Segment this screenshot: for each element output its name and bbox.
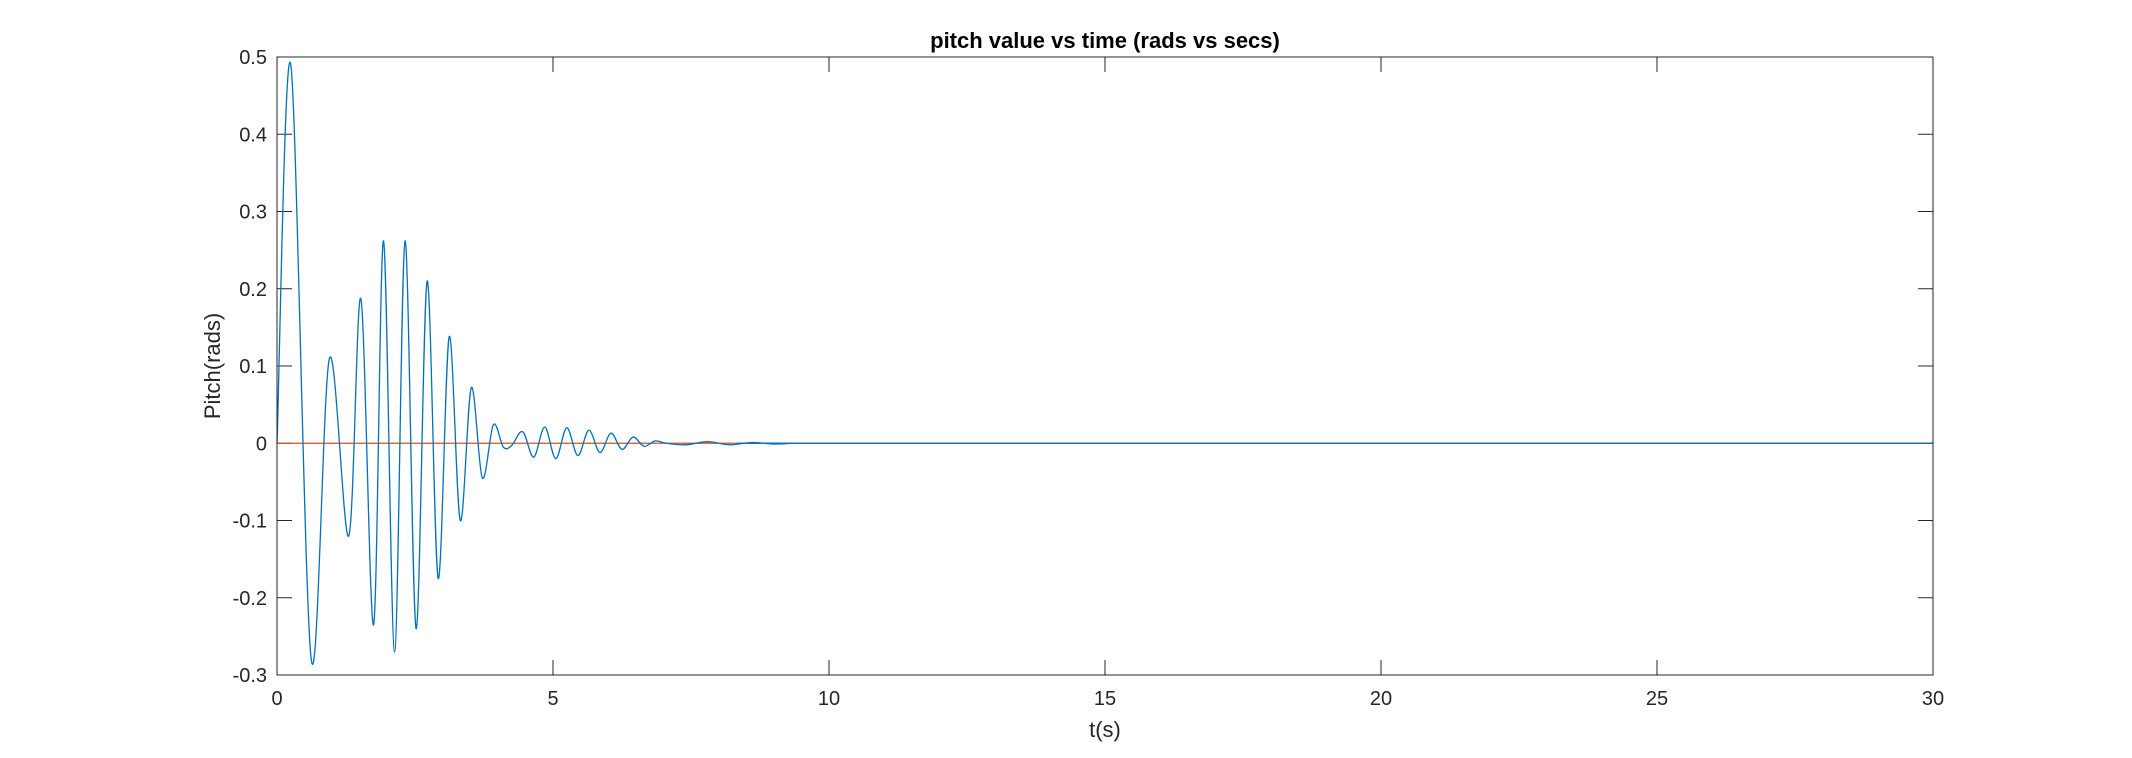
axes-box (276, 56, 1934, 676)
y-tick-label: -0.1 (233, 511, 267, 533)
series-layer (276, 61, 1933, 665)
y-tick-label: 0 (256, 433, 267, 455)
x-tick-label: 30 (1922, 688, 1944, 710)
y-tick-label: 0.4 (239, 124, 267, 146)
y-axis-label: Pitch(rads) (200, 313, 225, 419)
series-line-0 (276, 61, 1933, 665)
y-tick-label: -0.2 (233, 588, 267, 610)
y-tick-label: 0.3 (239, 202, 267, 224)
x-tick-label: 20 (1370, 688, 1392, 710)
y-tick-label: -0.3 (233, 665, 267, 687)
chart-title: pitch value vs time (rads vs secs) (930, 28, 1280, 53)
x-axis-label: t(s) (1089, 717, 1121, 742)
x-tick-label: 15 (1094, 688, 1116, 710)
y-tick-label: 0.2 (239, 279, 267, 301)
x-tick-label: 10 (818, 688, 840, 710)
x-tick-label: 25 (1646, 688, 1668, 710)
x-axis-ticks: 0 5 10 15 20 25 30 (271, 57, 1944, 710)
y-tick-label: 0.5 (239, 47, 267, 69)
y-tick-label: 0.1 (239, 356, 267, 378)
x-tick-label: 0 (271, 688, 282, 710)
x-tick-label: 5 (547, 688, 558, 710)
